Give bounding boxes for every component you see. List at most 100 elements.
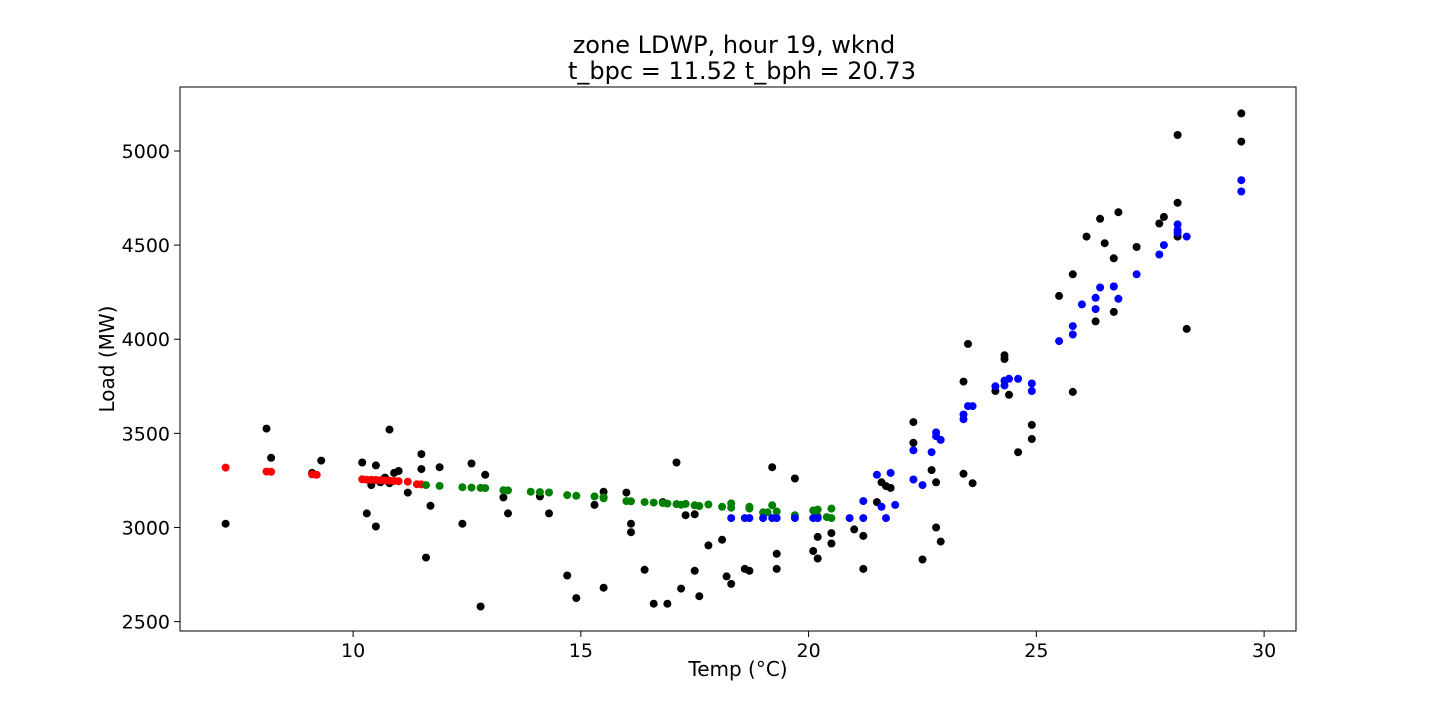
data-point-series-0 [681, 511, 690, 520]
data-point-series-0 [850, 525, 859, 534]
x-tick-label: 20 [797, 640, 821, 662]
data-point-series-0 [1155, 219, 1164, 228]
data-point-series-3 [959, 410, 968, 419]
data-point-series-0 [467, 459, 476, 468]
y-tick-label: 3000 [122, 517, 170, 539]
data-point-series-3 [1055, 337, 1064, 346]
data-point-series-3 [1132, 270, 1141, 279]
data-point-series-2 [745, 502, 754, 511]
y-tick-label: 3500 [122, 423, 170, 445]
data-point-series-0 [772, 549, 781, 558]
data-point-series-3 [1173, 220, 1182, 229]
data-point-series-3 [909, 446, 918, 455]
data-point-series-0 [403, 488, 412, 497]
data-point-series-0 [859, 531, 868, 540]
data-point-series-3 [1000, 381, 1009, 390]
data-point-series-1 [403, 477, 412, 486]
x-tick-label: 30 [1252, 640, 1276, 662]
data-point-series-3 [991, 382, 1000, 391]
data-point-series-0 [1027, 420, 1036, 429]
data-point-series-0 [927, 466, 936, 475]
data-point-series-0 [663, 599, 672, 608]
data-point-series-0 [672, 458, 681, 467]
data-point-series-0 [886, 483, 895, 492]
data-point-series-3 [1027, 379, 1036, 388]
data-point-series-0 [1068, 270, 1077, 279]
data-point-series-2 [504, 486, 512, 495]
y-tick-label: 4500 [122, 235, 170, 257]
data-point-series-0 [358, 458, 367, 467]
data-point-series-0 [371, 522, 380, 531]
data-point-series-2 [718, 502, 727, 511]
data-point-series-2 [458, 483, 467, 492]
data-point-series-3 [1159, 241, 1168, 250]
data-point-series-0 [1000, 355, 1009, 363]
y-tick-label: 5000 [122, 141, 170, 163]
data-point-series-0 [599, 583, 608, 592]
data-point-series-3 [886, 468, 895, 477]
data-point-series-2 [640, 498, 649, 507]
data-point-series-0 [964, 339, 972, 348]
data-point-series-2 [627, 497, 635, 506]
data-point-series-3 [891, 500, 900, 509]
data-point-series-3 [772, 514, 781, 523]
data-point-series-1 [394, 477, 403, 486]
data-point-series-2 [545, 488, 553, 497]
data-point-series-3 [936, 435, 945, 444]
chart-title-line1: zone LDWP, hour 19, wknd [573, 31, 896, 59]
data-point-series-3 [859, 514, 868, 523]
data-point-series-0 [809, 547, 818, 555]
data-point-series-3 [1091, 293, 1100, 302]
data-point-series-0 [1068, 387, 1077, 396]
data-point-series-3 [918, 481, 927, 490]
data-point-series-2 [572, 491, 581, 500]
data-point-series-0 [417, 465, 426, 474]
data-point-series-3 [882, 514, 890, 523]
data-point-series-0 [936, 537, 945, 546]
data-point-series-3 [1182, 232, 1191, 241]
x-tick-label: 25 [1024, 640, 1048, 662]
data-point-series-3 [813, 514, 822, 523]
data-point-series-0 [827, 539, 836, 548]
data-point-series-3 [745, 514, 754, 523]
data-point-series-0 [813, 532, 822, 541]
data-point-series-0 [317, 456, 326, 465]
data-point-series-0 [909, 418, 918, 427]
data-point-series-0 [1100, 239, 1109, 248]
data-point-series-0 [362, 509, 371, 518]
data-point-series-3 [1068, 322, 1077, 331]
data-point-series-0 [1091, 317, 1100, 326]
data-point-series-2 [827, 504, 836, 513]
data-point-series-0 [690, 566, 699, 575]
data-point-series-0 [262, 424, 271, 433]
data-point-series-2 [681, 499, 690, 508]
data-point-series-3 [1109, 282, 1118, 291]
data-point-series-1 [267, 467, 276, 476]
data-point-series-0 [267, 453, 276, 462]
data-point-series-0 [590, 500, 599, 509]
data-point-series-2 [827, 514, 836, 523]
data-point-series-0 [1055, 291, 1064, 300]
data-point-series-2 [649, 498, 658, 507]
data-point-series-0 [1237, 137, 1246, 146]
data-point-series-0 [649, 599, 658, 608]
data-point-series-0 [627, 528, 635, 537]
data-point-series-3 [1114, 294, 1123, 303]
data-point-series-0 [859, 564, 868, 573]
data-point-series-0 [1182, 324, 1191, 333]
data-point-series-0 [1173, 131, 1182, 139]
data-point-series-3 [1014, 374, 1023, 383]
data-point-series-0 [627, 519, 635, 528]
data-point-series-0 [499, 493, 508, 502]
data-point-series-0 [932, 478, 941, 487]
data-point-series-0 [827, 529, 836, 538]
x-tick-label: 10 [341, 640, 365, 662]
data-point-series-3 [909, 475, 918, 484]
data-point-series-0 [545, 509, 553, 518]
data-point-series-2 [599, 494, 608, 503]
data-point-series-0 [690, 510, 699, 519]
data-point-series-0 [772, 564, 781, 573]
axis-ticks: 10 15 20 25 30 2500 3000 3500 4000 4500 5000 [122, 141, 1277, 662]
data-point-series-1 [312, 470, 321, 479]
data-point-series-0 [718, 535, 727, 544]
